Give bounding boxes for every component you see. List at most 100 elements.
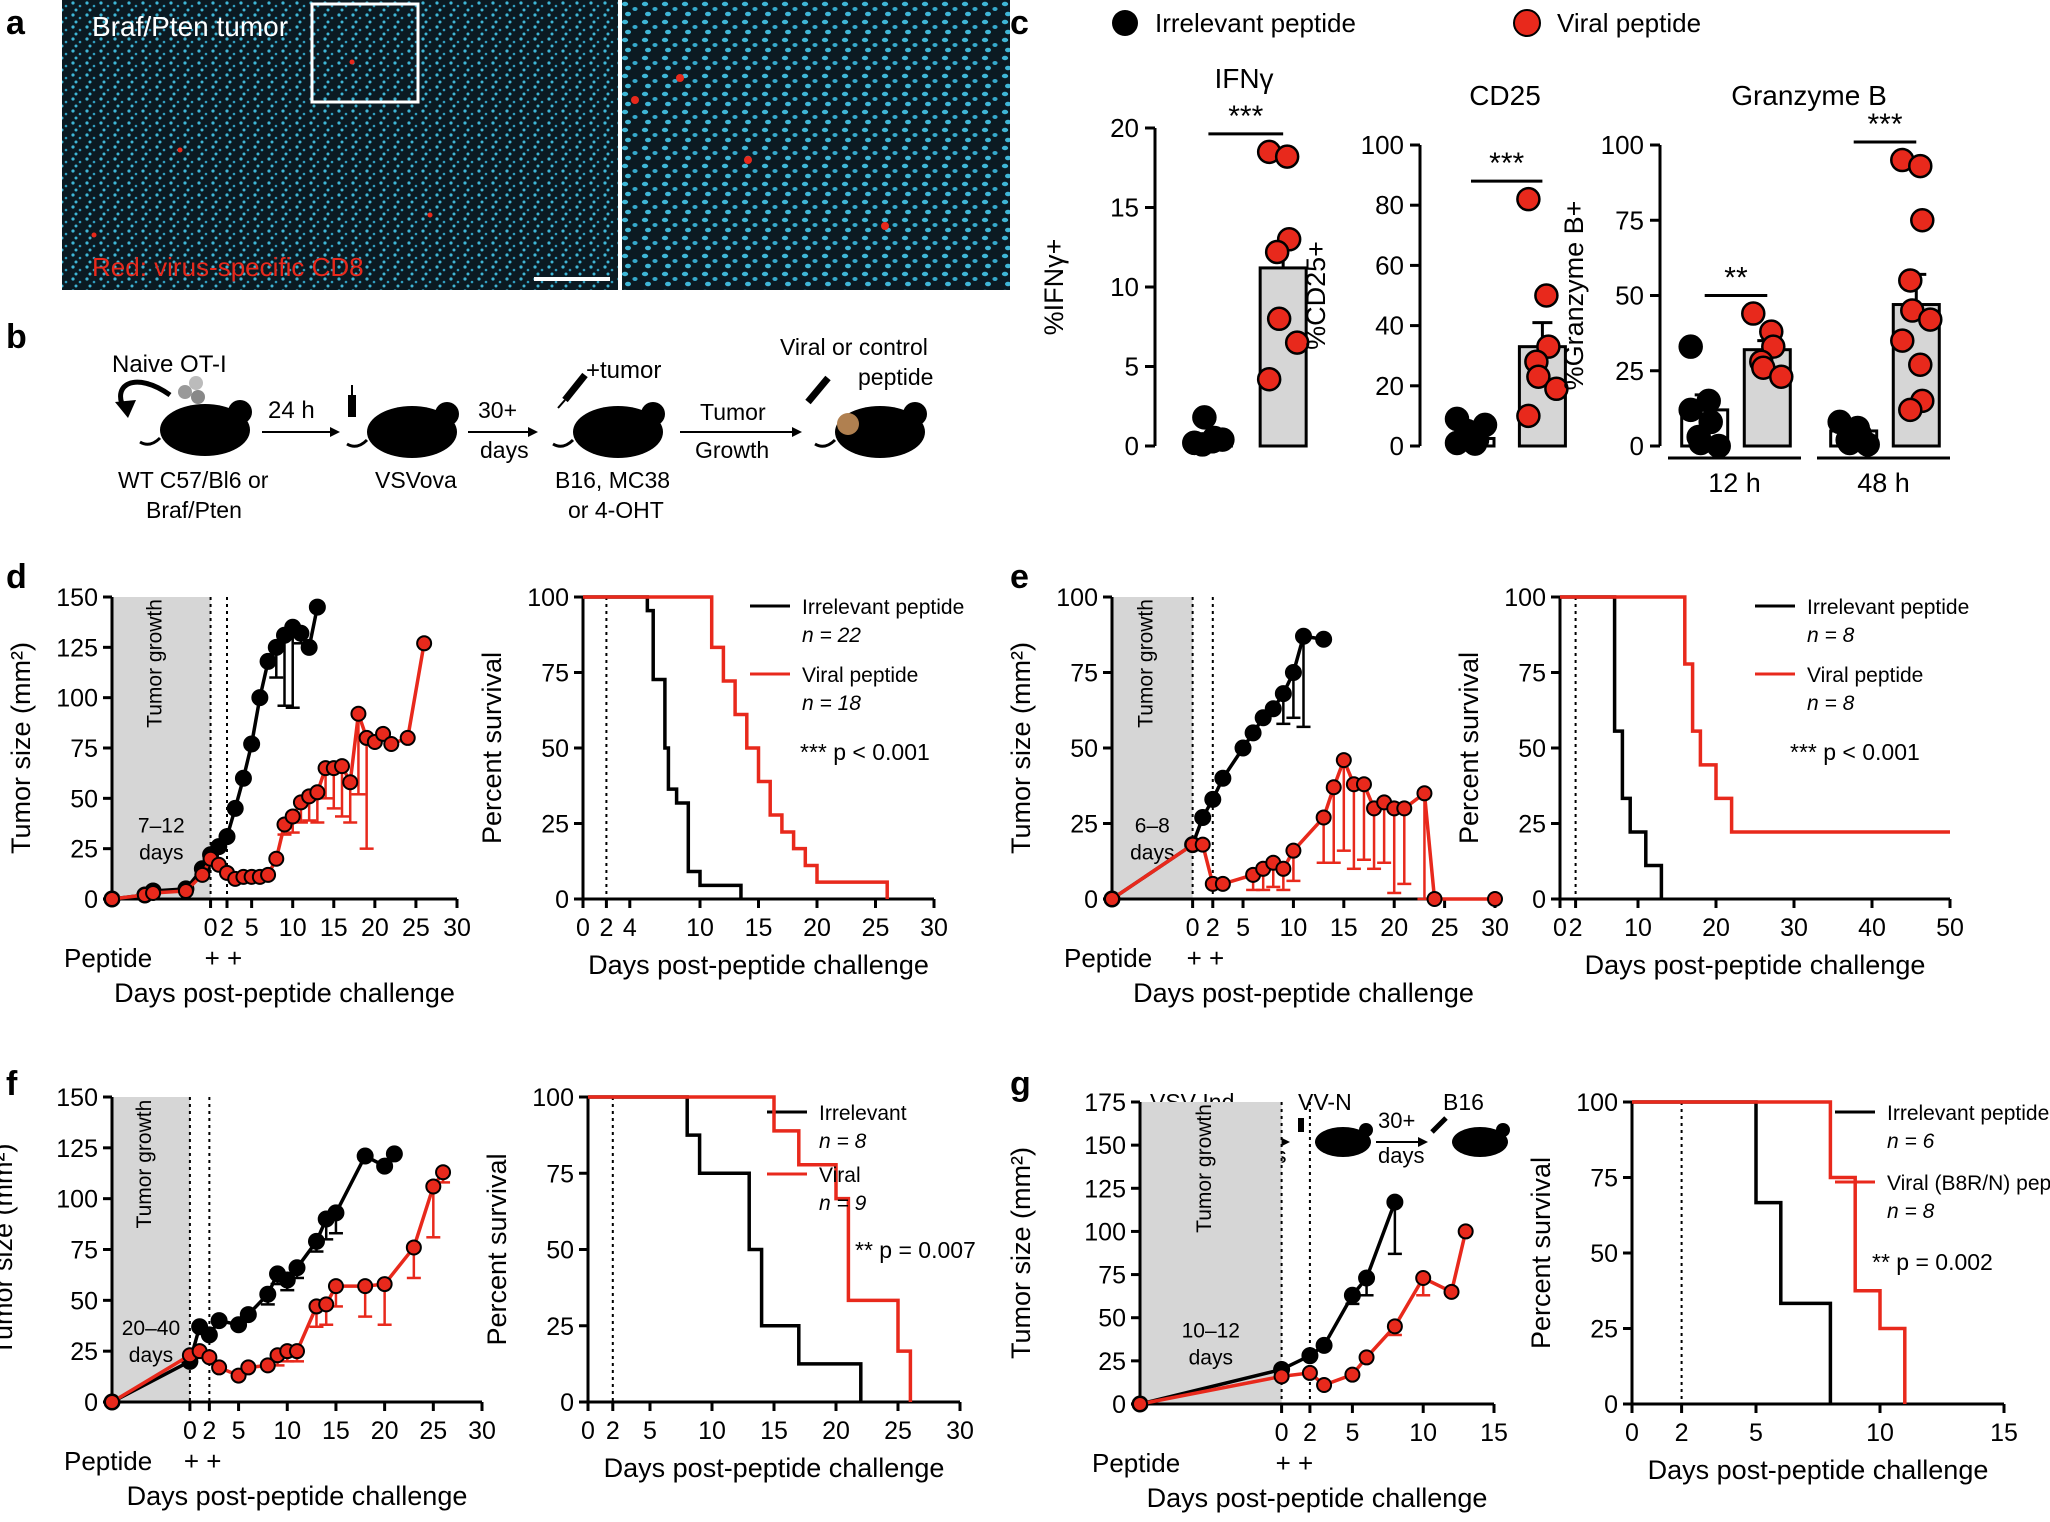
data-point	[1315, 1336, 1333, 1354]
y-tick-label: 100	[1056, 584, 1098, 612]
y-axis-label: Tumor size (mm²)	[1006, 642, 1036, 854]
data-point	[1355, 776, 1372, 793]
legend-label: Viral peptide	[1807, 664, 1923, 687]
data-point	[1890, 328, 1915, 353]
x-tick-label: 15	[1330, 914, 1358, 942]
y-tick-label: 75	[1518, 660, 1546, 688]
data-point	[1544, 376, 1569, 402]
y-tick-label: 75	[70, 1237, 98, 1265]
y-tick-label: 175	[1084, 1089, 1126, 1117]
y-axis-label: %CD25+	[1301, 241, 1331, 350]
survival-curve	[1560, 595, 1664, 899]
significance-label: ***	[1867, 108, 1902, 141]
y-tick-label: 10	[1110, 272, 1139, 302]
data-point	[1301, 1347, 1319, 1365]
shade-label: Tumor growth	[133, 1100, 156, 1229]
mouse-icon	[160, 404, 250, 456]
chart-title: CD25	[1469, 80, 1541, 111]
cd8-cell	[427, 212, 433, 218]
y-tick-label: 125	[1084, 1175, 1126, 1203]
data-point	[292, 624, 310, 642]
legend-n: n = 8	[1887, 1200, 1935, 1223]
data-point	[435, 1164, 452, 1181]
x-tick-label: 10	[1280, 914, 1308, 942]
x-tick-label: 2	[220, 914, 234, 942]
g-arrow2-label-2: days	[1378, 1143, 1424, 1168]
y-tick-label: 150	[1084, 1132, 1126, 1160]
data-point	[1325, 779, 1342, 796]
y-tick-label: 75	[541, 660, 569, 688]
x-axis-label: Days post-peptide challenge	[114, 978, 455, 1008]
cd25-bar-chart: 0 20 40 60 80 100 CD25 %CD25+ ***	[1301, 80, 1569, 461]
shade-days-label: 10–12	[1182, 1320, 1240, 1343]
x-tick-label: 0	[204, 914, 218, 942]
data-point	[104, 891, 120, 907]
g-tumor-growth-chart: Tumor growth10–12days0255075100125150175…	[1006, 1089, 1508, 1513]
survival-curve	[583, 595, 889, 899]
x-tick-label: 2	[1206, 914, 1220, 942]
group-label: 12 h	[1708, 468, 1761, 498]
mouse-icon	[1359, 1123, 1373, 1137]
mouse-icon	[367, 406, 457, 458]
mouse-icon	[1452, 1127, 1508, 1157]
x-tick-label: 5	[643, 1417, 657, 1445]
x-tick-label: 4	[623, 914, 637, 942]
data-point	[327, 1204, 345, 1222]
data-point	[385, 1145, 403, 1163]
data-point	[1769, 364, 1794, 390]
y-tick-label: 75	[1098, 1262, 1126, 1290]
survival-curve	[588, 1095, 863, 1402]
y-tick-label: 50	[1615, 281, 1644, 311]
shade-days-label: 6–8	[1135, 815, 1170, 838]
legend-label: Irrelevant peptide	[1155, 8, 1356, 38]
y-tick-label: 0	[1630, 431, 1644, 461]
data-point	[1678, 334, 1703, 359]
y-tick-label: 75	[546, 1160, 574, 1188]
data-point	[104, 1394, 120, 1410]
p-value: ** p = 0.002	[1872, 1249, 1993, 1275]
mouse-icon	[1315, 1127, 1371, 1157]
x-tick-label: 0	[1186, 914, 1200, 942]
y-tick-label: 0	[1112, 1391, 1126, 1419]
y-axis-label: Percent survival	[1526, 1157, 1556, 1349]
y-axis-label: Tumor size (mm²)	[0, 1144, 18, 1356]
syringe-icon	[562, 372, 588, 403]
x-axis-label: Days post-peptide challenge	[1648, 1455, 1989, 1485]
x-axis-label: Days post-peptide challenge	[1147, 1483, 1488, 1513]
y-tick-label: 20	[1110, 113, 1139, 143]
data-point	[1534, 283, 1559, 308]
g-step2-label: VV-N	[1298, 1089, 1352, 1115]
arrowhead-icon	[528, 427, 538, 437]
panel-label-b: b	[6, 318, 27, 356]
data-point	[1295, 627, 1312, 645]
data-point	[239, 1306, 257, 1324]
naive-otl-label: Naive OT-I	[112, 351, 227, 378]
x-axis-label: Days post-peptide challenge	[604, 1453, 945, 1483]
arrowhead-icon	[792, 427, 802, 437]
data-point	[1285, 842, 1302, 859]
data-point	[342, 774, 359, 791]
data-point	[1908, 153, 1933, 179]
p-value: *** p < 0.001	[800, 739, 930, 765]
data-point	[1457, 1223, 1474, 1240]
legend-label: Irrelevant peptide	[1807, 596, 1969, 619]
data-point	[1315, 630, 1333, 648]
y-tick-label: 80	[1375, 190, 1404, 220]
e-survival-chart: 0 25 50 75 100 0 2 10 20 30 40 50 Percent survival Da…	[1454, 584, 1969, 980]
panel-label-f: f	[6, 1065, 18, 1103]
scale-bar	[534, 277, 610, 281]
panel-a-microscopy: Braf/Pten tumor Red: virus-specific CD8	[62, 0, 1010, 290]
mouse4-label-1: Viral or control	[780, 334, 928, 360]
x-axis-label: Days post-peptide challenge	[1133, 978, 1474, 1008]
data-point	[1274, 144, 1300, 169]
micrograph-zoom	[622, 0, 1010, 290]
data-point	[334, 758, 350, 775]
x-tick-label: 0	[183, 1417, 197, 1445]
y-tick-label: 25	[70, 836, 98, 864]
y-tick-label: 0	[1390, 431, 1404, 461]
